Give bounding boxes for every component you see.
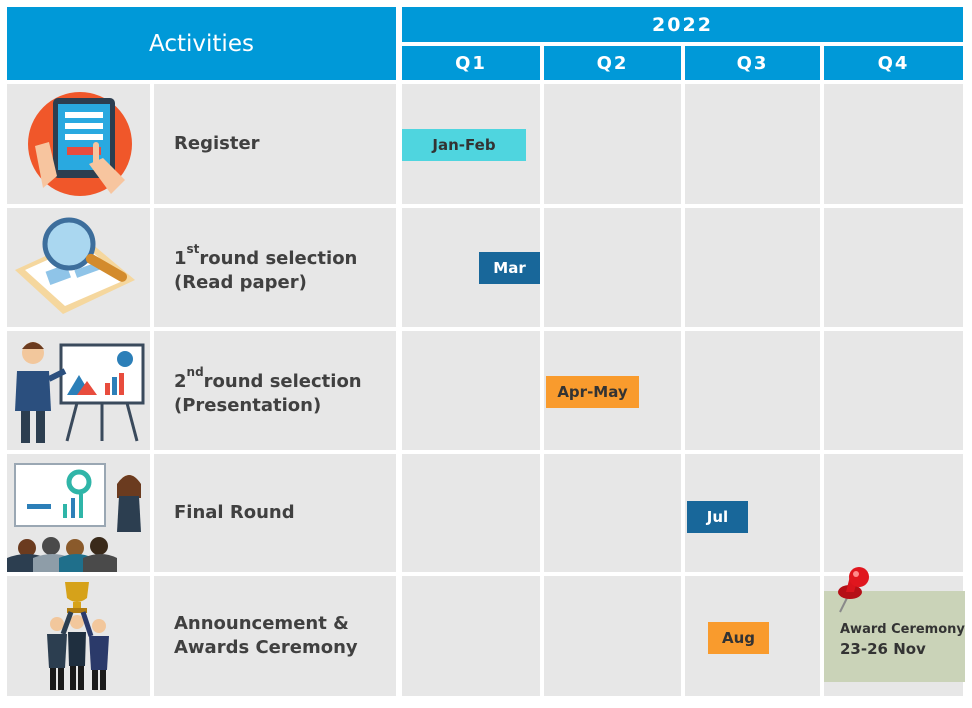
trophy-team-icon xyxy=(47,582,109,690)
grid-cell xyxy=(824,454,963,572)
quarter-label: Q3 xyxy=(736,52,769,74)
grid-cell xyxy=(824,208,963,327)
activity-final-round: Final Round xyxy=(154,454,396,572)
year-label: 2022 xyxy=(652,13,713,36)
activity-line: Announcement & xyxy=(174,613,349,634)
bar-mar: Mar xyxy=(479,252,540,284)
read-paper-picture xyxy=(7,208,150,327)
bar-label: Apr-May xyxy=(557,383,628,401)
bar-label: Mar xyxy=(493,259,526,277)
bar-label: Aug xyxy=(721,629,756,647)
award-ceremony-title: Award Ceremony xyxy=(840,622,965,637)
bar-aug: Aug xyxy=(708,622,769,654)
magnifier-paper-icon xyxy=(15,217,135,314)
grid-cell xyxy=(544,208,681,327)
activity-ordinal: 2 xyxy=(174,370,187,392)
activity-line: (Read paper) xyxy=(174,271,307,293)
grid-cell xyxy=(544,454,681,572)
activity-ordinal: 1 xyxy=(174,247,187,269)
grid-cell xyxy=(544,576,681,696)
grid-cell xyxy=(544,84,681,204)
awards-picture xyxy=(7,576,150,696)
grid-cell xyxy=(685,331,820,450)
bar-label: Jan-Feb xyxy=(432,136,496,154)
activity-label: round selection xyxy=(199,247,358,269)
activity-line: Final Round xyxy=(174,501,396,525)
register-picture xyxy=(7,84,150,204)
award-ceremony-date: 23-26 Nov xyxy=(840,640,926,658)
bar-apr-may: Apr-May xyxy=(546,376,639,408)
activity-line: Awards Ceremony xyxy=(174,637,358,658)
presenter-board-icon xyxy=(15,342,145,443)
activities-header: Activities xyxy=(7,7,396,80)
quarter-label: Q2 xyxy=(596,52,629,74)
grid-cell xyxy=(402,331,540,450)
pushpin-icon xyxy=(838,567,869,613)
quarter-header-q2: Q2 xyxy=(544,46,681,80)
grid-cell xyxy=(824,331,963,450)
grid-cell xyxy=(685,84,820,204)
tablet-register-icon xyxy=(28,92,132,196)
activity-label: round selection xyxy=(203,370,362,392)
activity-final-round-label: Final Round xyxy=(174,502,295,523)
quarter-label: Q4 xyxy=(877,52,910,74)
activities-header-label: Activities xyxy=(149,30,254,57)
quarter-header-q1: Q1 xyxy=(402,46,540,80)
activity-ordinal-suffix: nd xyxy=(186,364,204,379)
activity-register-label: Register xyxy=(174,133,260,154)
activity-line: 2ndround selection xyxy=(174,364,396,394)
activity-line: 1stround selection xyxy=(174,241,396,271)
bar-jan-feb: Jan-Feb xyxy=(402,129,526,161)
bar-label: Jul xyxy=(706,508,729,526)
quarter-header-q4: Q4 xyxy=(824,46,963,80)
activity-ordinal-suffix: st xyxy=(186,241,200,256)
grid-cell xyxy=(402,576,540,696)
award-ceremony-note: Award Ceremony 23-26 Nov xyxy=(824,591,965,682)
activity-second-round: 2ndround selection (Presentation) xyxy=(154,331,396,450)
activity-line: Register xyxy=(174,132,396,156)
activity-register: Register xyxy=(154,84,396,204)
grid-cell xyxy=(402,454,540,572)
activity-announcement: Announcement & Awards Ceremony xyxy=(154,576,396,696)
year-header: 2022 xyxy=(402,7,963,42)
quarter-label: Q1 xyxy=(455,52,487,74)
activity-first-round: 1stround selection (Read paper) xyxy=(154,208,396,327)
bar-jul: Jul xyxy=(687,501,748,533)
final-round-picture xyxy=(7,454,150,572)
quarter-header-q3: Q3 xyxy=(685,46,820,80)
presentation-picture xyxy=(7,331,150,450)
audience-presentation-icon xyxy=(7,463,141,572)
grid-cell xyxy=(685,208,820,327)
grid-cell xyxy=(824,84,963,204)
activity-line: (Presentation) xyxy=(174,394,322,416)
